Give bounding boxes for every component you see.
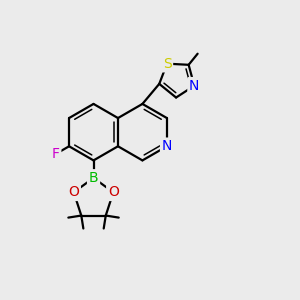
Text: O: O bbox=[68, 185, 79, 199]
Text: B: B bbox=[89, 171, 98, 185]
Text: N: N bbox=[189, 79, 200, 93]
Text: F: F bbox=[52, 147, 60, 161]
Text: S: S bbox=[163, 57, 171, 71]
Text: O: O bbox=[108, 185, 119, 199]
Text: N: N bbox=[162, 139, 172, 153]
